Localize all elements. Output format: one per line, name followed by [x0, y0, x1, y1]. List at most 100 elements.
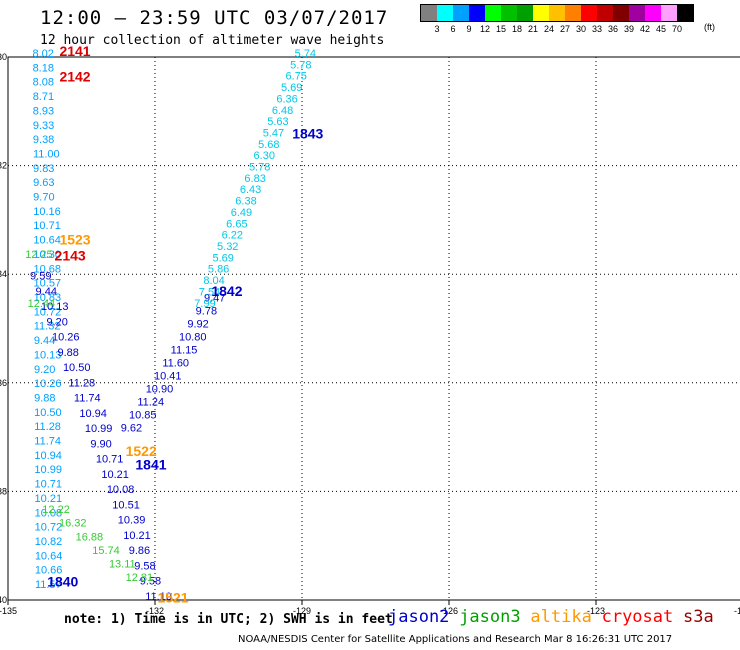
lon-tick-label: -135 — [0, 606, 17, 616]
wave-height-value: 6.49 — [231, 207, 252, 219]
wave-height-value: 9.63 — [33, 177, 54, 189]
wave-height-value: 9.33 — [33, 120, 54, 132]
wave-height-value: 8.93 — [33, 105, 54, 117]
color-scale-labels: 3 6 9 12 15 18 21 24 27 30 33 36 39 42 45 70 — [420, 22, 694, 36]
wave-height-value: 11.32 — [34, 321, 61, 333]
wave-height-value: 5.69 — [281, 82, 302, 94]
color-scale-unit: (ft) — [704, 22, 715, 32]
wave-height-value: 11.74 — [34, 436, 61, 448]
scale-swatch — [629, 5, 645, 21]
wave-height-value: 10.21 — [35, 493, 63, 505]
wave-height-value: 10.13 — [41, 301, 69, 313]
wave-height-value: 16.32 — [59, 518, 87, 530]
credit-line: NOAA/NESDIS Center for Satellite Applica… — [238, 634, 673, 645]
wave-height-value: 9.92 — [187, 318, 208, 330]
scale-swatch — [501, 5, 517, 21]
scale-swatch — [533, 5, 549, 21]
wave-height-value: 10.64 — [33, 235, 61, 247]
scale-label: 24 — [543, 24, 555, 34]
wave-height-value: 10.72 — [34, 306, 62, 318]
scale-label: 33 — [591, 24, 603, 34]
wave-height-value: 6.43 — [240, 184, 261, 196]
wave-height-value: 8.18 — [33, 62, 54, 74]
pass-number-label: 1843 — [292, 125, 323, 141]
wave-height-value: 10.94 — [79, 408, 107, 420]
wave-height-value: 9.47 — [204, 292, 225, 304]
lon-tick-label: -126 — [440, 606, 458, 616]
pass-number-label: 1522 — [126, 443, 157, 459]
wave-height-value: 6.65 — [226, 218, 247, 230]
scale-swatch — [437, 5, 453, 21]
scale-swatch — [549, 5, 565, 21]
wave-height-value: 10.80 — [179, 331, 207, 343]
wave-height-value: 10.71 — [34, 479, 62, 491]
wave-height-value: 10.21 — [101, 469, 129, 481]
footer-note: note: 1) Time is in UTC; 2) SWH is in fe… — [64, 612, 393, 627]
wave-height-value: 11.10 — [145, 591, 172, 603]
wave-height-value: 10.26 — [52, 332, 80, 344]
wave-height-value: 5.63 — [267, 116, 288, 128]
scale-label: 30 — [575, 24, 587, 34]
wave-height-value: 9.44 — [34, 335, 55, 347]
scale-label: 70 — [671, 24, 683, 34]
wave-height-value: 5.32 — [217, 241, 238, 253]
wave-height-value: 8.71 — [33, 91, 54, 103]
wave-height-value: 8.08 — [33, 77, 54, 89]
wave-height-value: 12.44 — [28, 298, 56, 310]
legend-item-cryosat: cryosat — [601, 607, 674, 627]
pass-number-label: 1842 — [211, 283, 242, 299]
scale-swatch — [597, 5, 613, 21]
scale-swatch — [677, 5, 693, 21]
wave-height-value: 12.81 — [126, 572, 154, 584]
wave-height-value: 12.22 — [42, 504, 70, 516]
pass-number-label: 1841 — [135, 457, 166, 473]
scale-label: 6 — [450, 24, 456, 34]
lat-tick-label: 32 — [0, 161, 7, 171]
wave-height-value: 10.50 — [34, 407, 62, 419]
wave-height-value: 11.24 — [137, 397, 164, 409]
wave-height-value: 16.88 — [76, 531, 104, 543]
wave-height-value: 6.83 — [244, 173, 265, 185]
wave-height-value: 10.64 — [35, 550, 63, 562]
wave-height-value: 9.20 — [47, 316, 68, 328]
scale-swatch — [581, 5, 597, 21]
scale-swatch — [469, 5, 485, 21]
scale-label: 15 — [495, 24, 507, 34]
wave-height-value: 10.30 — [33, 249, 61, 261]
wave-height-value: 11.28 — [68, 377, 95, 389]
color-scale: 3 6 9 12 15 18 21 24 27 30 33 36 39 42 45 70 (ft) — [420, 4, 715, 36]
wave-height-value: 6.48 — [272, 105, 293, 117]
lat-tick-label: 40 — [0, 595, 7, 605]
wave-height-value: 10.41 — [154, 371, 182, 383]
lat-tick-label: 38 — [0, 486, 7, 496]
scale-label: 9 — [466, 24, 472, 34]
wave-height-value: 13.11 — [109, 558, 136, 570]
wave-height-value: 6.36 — [276, 93, 297, 105]
wave-height-value: 6.38 — [235, 196, 256, 208]
scale-swatch — [485, 5, 501, 21]
pass-number-label: 2142 — [59, 68, 90, 84]
wave-height-value: 10.66 — [35, 565, 63, 577]
scale-label: 12 — [479, 24, 491, 34]
wave-height-value: 10.85 — [129, 410, 157, 422]
scale-swatch — [645, 5, 661, 21]
wave-height-value: 10.72 — [35, 522, 63, 534]
scale-swatch — [421, 5, 437, 21]
wave-height-value: 9.90 — [90, 438, 111, 450]
lon-tick-label: -123 — [587, 606, 605, 616]
lat-tick-label: 36 — [0, 378, 7, 388]
wave-height-value: 11.15 — [171, 344, 198, 356]
wave-height-value: 5.69 — [212, 252, 233, 264]
legend-item-jason3: jason3 — [459, 607, 521, 627]
pass-number-label: 1521 — [157, 590, 188, 606]
scale-label: 36 — [607, 24, 619, 34]
wave-height-value: 7.99 — [194, 298, 215, 310]
wave-height-value: 9.62 — [121, 423, 142, 435]
lon-tick-label: -132 — [146, 606, 164, 616]
scale-swatch — [661, 5, 677, 21]
wave-height-value: 11.28 — [34, 421, 61, 433]
wave-height-value: 6.75 — [286, 71, 307, 83]
wave-height-value: 6.30 — [254, 150, 275, 162]
scale-label: 18 — [511, 24, 523, 34]
pass-number-label: 2143 — [55, 248, 86, 264]
